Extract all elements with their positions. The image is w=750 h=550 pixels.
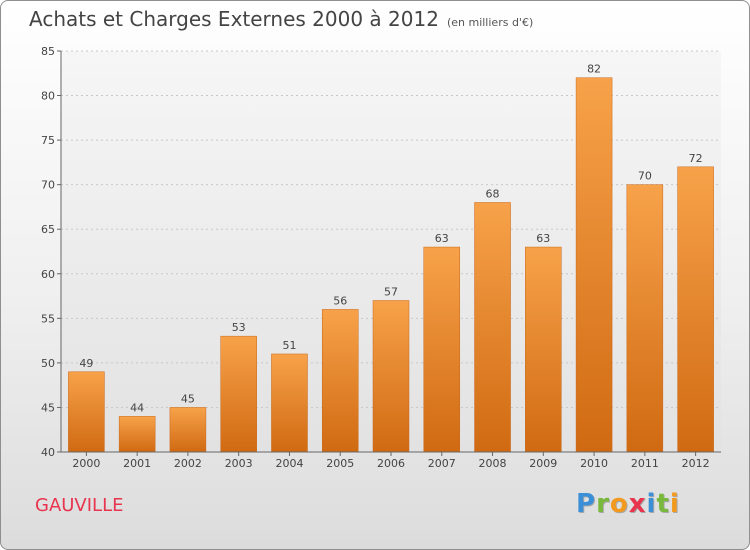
- x-tick-label: 2006: [377, 457, 405, 470]
- x-tick-label: 2005: [326, 457, 354, 470]
- bar-value-label: 56: [333, 294, 347, 307]
- bar: [525, 246, 562, 453]
- y-axis: 40 45 50 55 60 65 70 75 80 85: [41, 45, 62, 459]
- y-tick-label: 40: [41, 446, 55, 459]
- bar: [68, 371, 105, 453]
- bar-value-label: 51: [282, 339, 296, 352]
- x-tick-label: 2009: [529, 457, 557, 470]
- bar-value-label: 82: [587, 63, 601, 76]
- logo-letter: i: [669, 489, 680, 519]
- chart-title-text: Achats et Charges Externes 2000 à 2012: [29, 7, 439, 31]
- y-tick-label: 85: [41, 45, 55, 58]
- bar: [575, 77, 613, 453]
- x-tick-label: 2010: [580, 457, 608, 470]
- x-tick-label: 2002: [174, 457, 202, 470]
- bar-value-label: 53: [232, 321, 246, 334]
- logo-letter: P: [576, 489, 597, 519]
- logo-letter: x: [628, 489, 647, 519]
- bar: [169, 407, 207, 453]
- logo-letter: t: [656, 489, 670, 519]
- bar-value-label: 49: [79, 357, 93, 370]
- x-tick-label: 2003: [225, 457, 253, 470]
- y-tick-label: 65: [41, 223, 55, 236]
- logo-letter: o: [609, 489, 629, 519]
- bar-value-label: 45: [181, 392, 195, 405]
- y-tick-label: 50: [41, 357, 55, 370]
- x-tick-label: 2008: [479, 457, 507, 470]
- bar-value-label: 57: [384, 286, 398, 299]
- bar: [271, 353, 308, 453]
- y-tick-label: 70: [41, 179, 55, 192]
- commune-name: GAUVILLE: [35, 495, 124, 516]
- x-tick-label: 2007: [428, 457, 456, 470]
- bar-value-label: 70: [638, 170, 652, 183]
- bar: [474, 202, 511, 453]
- x-axis: 2000 2001 2002 2003 2004 2005 2006 2007 2008 2009…: [61, 451, 721, 470]
- x-tick-label: 2012: [682, 457, 710, 470]
- proxiti-logo: Proxiti: [576, 489, 680, 519]
- bar-value-label: 63: [435, 232, 449, 245]
- bar-value-label: 63: [536, 232, 550, 245]
- y-tick-label: 80: [41, 90, 55, 103]
- bar: [626, 184, 664, 453]
- bar: [321, 309, 359, 453]
- y-tick-label: 75: [41, 134, 55, 147]
- bar-value-label: 72: [689, 152, 703, 165]
- chart-title: Achats et Charges Externes 2000 à 2012 (e…: [29, 7, 533, 31]
- logo-letter: r: [596, 489, 610, 519]
- x-tick-label: 2001: [123, 457, 151, 470]
- x-tick-label: 2000: [72, 457, 100, 470]
- bar: [118, 416, 156, 453]
- bar-value-label: 44: [130, 401, 144, 414]
- y-tick-label: 55: [41, 312, 55, 325]
- x-tick-label: 2011: [631, 457, 659, 470]
- bar-value-label: 68: [486, 187, 500, 200]
- bar: [677, 166, 714, 453]
- bars: 49 44 45 53 51 56 57 63 68 63 82 70 72: [68, 63, 714, 453]
- y-tick-label: 45: [41, 401, 55, 414]
- chart-unit: (en milliers d'€): [446, 16, 534, 29]
- logo-letter: i: [646, 489, 657, 519]
- bar: [220, 335, 257, 453]
- y-tick-label: 60: [41, 268, 55, 281]
- bar: [423, 246, 461, 453]
- x-tick-label: 2004: [275, 457, 303, 470]
- bar: [372, 300, 410, 453]
